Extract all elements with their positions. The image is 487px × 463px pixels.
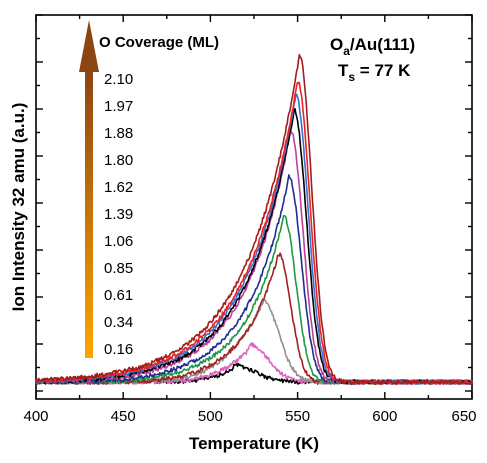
- x-tick-label: 500: [198, 408, 223, 425]
- legend-entry: 0.34: [104, 314, 133, 331]
- x-tick-labels: 400 450 500 550 600 650: [23, 408, 476, 425]
- series-line-1-06: [35, 214, 473, 385]
- series-line-1-39: [35, 174, 473, 385]
- x-axis-title: Temperature (K): [189, 434, 319, 453]
- legend: 2.10 1.97 1.88 1.80 1.62 1.39 1.06 0.85 …: [104, 71, 133, 358]
- annotation-line-1: Oa/Au(111): [330, 35, 415, 58]
- x-tick-label: 550: [285, 408, 310, 425]
- legend-entry: 1.06: [104, 233, 133, 250]
- series-line-1-88: [35, 93, 473, 385]
- annotation-line-2: Ts = 77 K: [338, 61, 411, 84]
- x-tick-label: 600: [372, 408, 397, 425]
- legend-entry: 1.97: [104, 98, 133, 115]
- annotation: Oa/Au(111) Ts = 77 K: [330, 35, 415, 84]
- legend-entry: 0.61: [104, 287, 133, 304]
- legend-entry: 1.80: [104, 152, 133, 169]
- x-tick-label: 650: [451, 408, 476, 425]
- coverage-arrow-icon: [79, 20, 99, 358]
- tick-group: [35, 14, 473, 399]
- legend-entry: 0.16: [104, 341, 133, 358]
- legend-entry: 1.88: [104, 125, 133, 142]
- legend-entry: 1.39: [104, 206, 133, 223]
- legend-title: O Coverage (ML): [99, 34, 219, 51]
- y-axis-title: Ion Intensity 32 amu (a.u.): [9, 103, 28, 312]
- legend-entry: 1.62: [104, 179, 133, 196]
- series-line-0-85: [35, 252, 473, 385]
- legend-entry: 2.10: [104, 71, 133, 88]
- legend-entry: 0.85: [104, 260, 133, 277]
- x-tick-label: 400: [23, 408, 48, 425]
- series-line-1-97: [35, 81, 473, 385]
- series-line-2-10: [35, 53, 473, 385]
- x-tick-label: 450: [111, 408, 136, 425]
- series-group: [35, 53, 473, 385]
